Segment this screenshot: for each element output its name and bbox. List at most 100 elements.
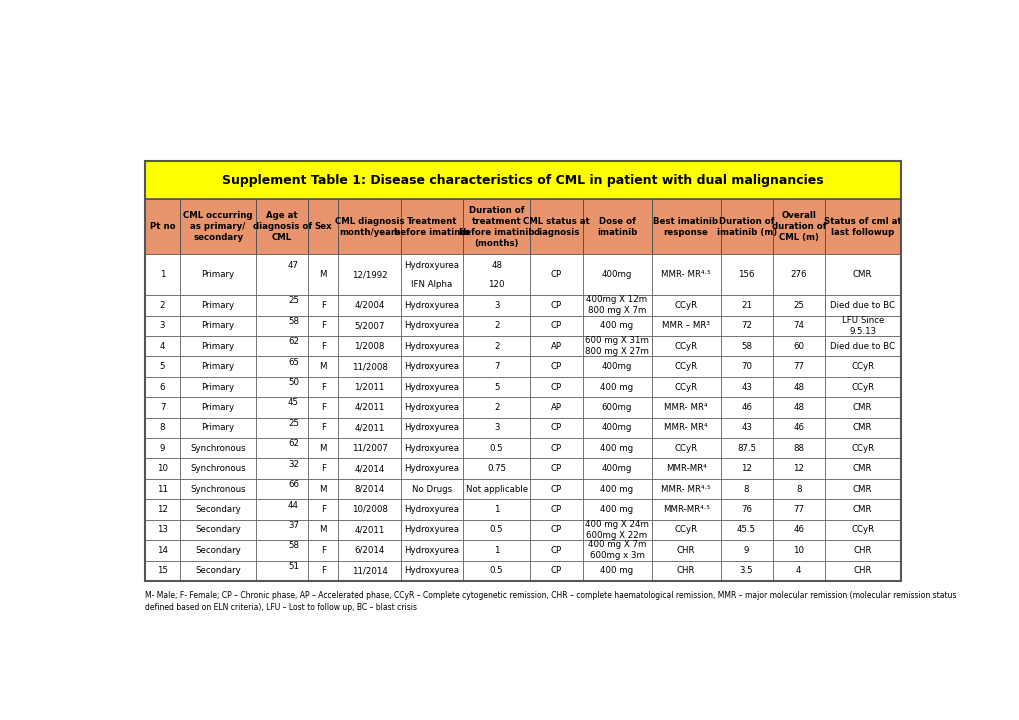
Bar bbox=[308, 397, 338, 418]
Bar bbox=[651, 356, 719, 377]
Bar bbox=[824, 295, 900, 315]
Text: Hydroxyurea: Hydroxyurea bbox=[404, 301, 459, 310]
Text: 1: 1 bbox=[493, 505, 499, 514]
Bar bbox=[772, 499, 824, 520]
Bar bbox=[824, 560, 900, 581]
Bar bbox=[338, 499, 400, 520]
Text: Died due to BC: Died due to BC bbox=[829, 342, 895, 351]
Bar bbox=[338, 336, 400, 356]
Bar bbox=[772, 459, 824, 479]
Text: No Drugs: No Drugs bbox=[412, 485, 451, 494]
Bar bbox=[824, 254, 900, 295]
Bar bbox=[308, 438, 338, 459]
Text: CML status at
diagnosis: CML status at diagnosis bbox=[523, 217, 589, 237]
Bar bbox=[463, 315, 530, 336]
Text: 400 mg: 400 mg bbox=[600, 485, 633, 494]
Bar bbox=[651, 377, 719, 397]
Bar bbox=[256, 295, 308, 315]
Text: 43: 43 bbox=[741, 423, 751, 432]
Bar bbox=[145, 161, 900, 581]
Bar bbox=[651, 540, 719, 560]
Text: CCyR: CCyR bbox=[674, 526, 697, 534]
Text: 65: 65 bbox=[287, 358, 299, 366]
Text: CP: CP bbox=[550, 362, 561, 371]
Bar bbox=[180, 377, 256, 397]
Text: 12: 12 bbox=[741, 464, 751, 473]
Text: CMR: CMR bbox=[852, 464, 871, 473]
Text: Primary: Primary bbox=[202, 321, 234, 330]
Bar bbox=[582, 336, 651, 356]
Text: 8/2014: 8/2014 bbox=[354, 485, 384, 494]
Bar bbox=[463, 397, 530, 418]
Bar bbox=[651, 438, 719, 459]
Bar bbox=[308, 336, 338, 356]
Text: 600mg: 600mg bbox=[601, 403, 632, 412]
Text: 3.5: 3.5 bbox=[739, 566, 753, 575]
Text: Supplement Table 1: Disease characteristics of CML in patient with dual malignan: Supplement Table 1: Disease characterist… bbox=[222, 174, 822, 186]
Bar bbox=[180, 254, 256, 295]
Bar bbox=[719, 520, 772, 540]
Text: CCyR: CCyR bbox=[850, 362, 873, 371]
Bar bbox=[463, 295, 530, 315]
Bar bbox=[772, 438, 824, 459]
Text: CML occurring
as primary/
secondary: CML occurring as primary/ secondary bbox=[183, 211, 253, 242]
Bar bbox=[463, 520, 530, 540]
Text: MMR- MR⁴: MMR- MR⁴ bbox=[663, 423, 707, 432]
Text: Hydroxyurea: Hydroxyurea bbox=[404, 526, 459, 534]
Bar bbox=[824, 540, 900, 560]
Text: 400mg: 400mg bbox=[601, 270, 632, 279]
Text: CMR: CMR bbox=[852, 403, 871, 412]
Bar bbox=[338, 479, 400, 499]
Text: 32: 32 bbox=[287, 459, 299, 469]
Text: Hydroxyurea: Hydroxyurea bbox=[404, 382, 459, 392]
Text: MMR- MR⁴: MMR- MR⁴ bbox=[663, 403, 707, 412]
Text: Hydroxyurea: Hydroxyurea bbox=[404, 321, 459, 330]
Text: 77: 77 bbox=[793, 362, 804, 371]
Text: 74: 74 bbox=[793, 321, 804, 330]
Bar bbox=[145, 315, 180, 336]
Text: 3: 3 bbox=[493, 301, 499, 310]
Bar bbox=[582, 254, 651, 295]
Bar bbox=[772, 254, 824, 295]
Bar bbox=[308, 499, 338, 520]
Bar bbox=[824, 397, 900, 418]
Text: F: F bbox=[321, 423, 325, 432]
Bar bbox=[400, 295, 463, 315]
Bar bbox=[582, 377, 651, 397]
Text: F: F bbox=[321, 342, 325, 351]
Bar bbox=[180, 479, 256, 499]
Bar bbox=[308, 540, 338, 560]
Bar bbox=[582, 499, 651, 520]
Text: Primary: Primary bbox=[202, 362, 234, 371]
Text: Primary: Primary bbox=[202, 382, 234, 392]
Text: 8: 8 bbox=[743, 485, 749, 494]
Text: Hydroxyurea: Hydroxyurea bbox=[404, 444, 459, 453]
Bar bbox=[824, 459, 900, 479]
Bar bbox=[145, 295, 180, 315]
Bar bbox=[772, 199, 824, 254]
Text: 13: 13 bbox=[157, 526, 168, 534]
Text: 21: 21 bbox=[741, 301, 751, 310]
Bar bbox=[824, 438, 900, 459]
Text: 72: 72 bbox=[741, 321, 751, 330]
Bar bbox=[463, 356, 530, 377]
Text: MMR-MR⁴: MMR-MR⁴ bbox=[665, 464, 706, 473]
Bar bbox=[308, 254, 338, 295]
Text: CP: CP bbox=[550, 382, 561, 392]
Text: 2: 2 bbox=[493, 321, 499, 330]
Text: 88: 88 bbox=[793, 444, 804, 453]
Bar bbox=[308, 377, 338, 397]
Text: 77: 77 bbox=[793, 505, 804, 514]
Bar bbox=[719, 254, 772, 295]
Text: 87.5: 87.5 bbox=[737, 444, 755, 453]
Text: Hydroxyurea: Hydroxyurea bbox=[404, 505, 459, 514]
Text: 62: 62 bbox=[287, 337, 299, 346]
Bar bbox=[530, 254, 582, 295]
Bar bbox=[772, 356, 824, 377]
Text: 400 mg: 400 mg bbox=[600, 444, 633, 453]
Text: Secondary: Secondary bbox=[195, 505, 240, 514]
Bar bbox=[308, 356, 338, 377]
Bar bbox=[651, 459, 719, 479]
Text: CCyR: CCyR bbox=[674, 444, 697, 453]
Text: CP: CP bbox=[550, 301, 561, 310]
